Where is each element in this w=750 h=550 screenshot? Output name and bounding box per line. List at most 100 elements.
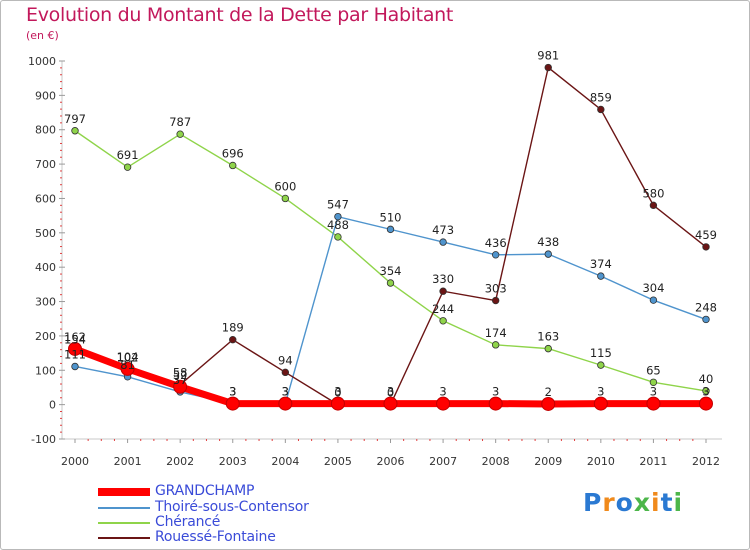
data-point-cherance bbox=[439, 317, 447, 325]
data-label-thoire-sous-contensor: 111 bbox=[64, 347, 86, 361]
x-tick-label: 2012 bbox=[692, 455, 720, 468]
data-label-rouesse-fontaine: 154 bbox=[64, 333, 86, 347]
data-point-cherance bbox=[386, 279, 395, 287]
data-label-thoire-sous-contensor: 248 bbox=[695, 300, 717, 314]
data-label-cherance: 488 bbox=[327, 218, 349, 232]
data-label-rouesse-fontaine: 0 bbox=[334, 386, 341, 400]
data-label-cherance: 40 bbox=[699, 372, 714, 386]
data-point-thoire-sous-contensor bbox=[386, 225, 395, 234]
data-point-thoire-sous-contensor bbox=[71, 362, 79, 371]
data-point-cherance bbox=[649, 378, 658, 386]
data-label-cherance: 797 bbox=[64, 112, 86, 126]
data-label-rouesse-fontaine: 58 bbox=[173, 366, 188, 380]
data-label-thoire-sous-contensor: 3 bbox=[229, 385, 236, 399]
data-label-cherance: 244 bbox=[432, 302, 454, 316]
data-label-rouesse-fontaine: 0 bbox=[387, 386, 394, 400]
data-label-cherance: 65 bbox=[646, 363, 661, 377]
logo-letter: x bbox=[633, 488, 651, 517]
data-point-thoire-sous-contensor bbox=[702, 315, 710, 324]
data-label-rouesse-fontaine: 330 bbox=[432, 272, 454, 286]
data-label-grandchamp: 3 bbox=[439, 385, 446, 399]
data-point-grandchamp bbox=[278, 396, 293, 411]
logo-letter: r bbox=[602, 488, 616, 517]
data-label-cherance: 115 bbox=[590, 346, 612, 360]
data-label-cherance: 600 bbox=[274, 179, 296, 193]
data-point-cherance bbox=[544, 344, 552, 353]
data-labels: 797 691 787 696 600 488 354 244 174 163 115 65 40 111… bbox=[64, 49, 717, 400]
data-label-grandchamp: 2 bbox=[545, 385, 552, 399]
logo-letter: t bbox=[660, 488, 674, 517]
data-label-thoire-sous-contensor: 436 bbox=[485, 236, 507, 250]
data-point-grandchamp bbox=[225, 396, 240, 411]
x-tick-label: 2000 bbox=[61, 455, 89, 468]
data-label-grandchamp: 3 bbox=[387, 385, 394, 399]
data-label-grandchamp: 3 bbox=[597, 385, 604, 399]
y-tick-label: 300 bbox=[35, 296, 56, 309]
data-point-rouesse-fontaine bbox=[544, 63, 552, 72]
data-point-grandchamp bbox=[488, 396, 503, 411]
series-line-thoire-sous-contensor bbox=[74, 215, 707, 405]
data-point-grandchamp bbox=[383, 396, 398, 411]
data-label-grandchamp: 3 bbox=[229, 385, 236, 399]
data-point-rouesse-fontaine bbox=[491, 296, 500, 305]
x-tick-label: 2003 bbox=[219, 455, 247, 468]
data-point-grandchamp bbox=[330, 396, 345, 411]
x-tick-label: 2008 bbox=[482, 455, 510, 468]
data-point-rouesse-fontaine bbox=[229, 335, 237, 344]
data-label-grandchamp: 162 bbox=[64, 330, 86, 344]
data-point-cherance bbox=[281, 194, 290, 203]
legend-swatch-cherance bbox=[98, 522, 150, 524]
data-point-rouesse-fontaine bbox=[281, 368, 290, 377]
series-grandchamp bbox=[68, 341, 713, 411]
y-tick-label: 800 bbox=[35, 124, 56, 137]
data-point-thoire-sous-contensor bbox=[439, 238, 447, 246]
data-label-cherance: 696 bbox=[222, 146, 244, 160]
x-tick-label: 2005 bbox=[324, 455, 352, 468]
data-label-thoire-sous-contensor: 81 bbox=[120, 358, 135, 372]
legend-label-cherance: Chérancé bbox=[155, 514, 221, 530]
x-tick-label: 2011 bbox=[639, 455, 667, 468]
axes: -100010020030040050060070080090010002000… bbox=[28, 55, 722, 468]
data-label-thoire-sous-contensor: 547 bbox=[327, 198, 349, 212]
y-tick-label: 700 bbox=[35, 158, 56, 171]
data-label-cherance: 174 bbox=[485, 326, 507, 340]
data-point-grandchamp bbox=[173, 379, 188, 394]
data-label-rouesse-fontaine: 303 bbox=[485, 282, 507, 296]
data-label-thoire-sous-contensor: 374 bbox=[590, 257, 612, 271]
x-tick-label: 2007 bbox=[429, 455, 457, 468]
data-point-rouesse-fontaine bbox=[439, 287, 447, 295]
y-tick-label: 900 bbox=[35, 89, 56, 102]
data-point-thoire-sous-contensor bbox=[597, 272, 605, 280]
data-label-cherance: 787 bbox=[169, 115, 191, 129]
data-label-grandchamp: 3 bbox=[334, 385, 341, 399]
legend-swatch-rouesse bbox=[98, 537, 150, 539]
y-tick-label: -100 bbox=[31, 433, 56, 446]
data-label-thoire-sous-contensor: 438 bbox=[537, 235, 559, 249]
data-point-thoire-sous-contensor bbox=[649, 296, 658, 304]
logo-letter: P bbox=[583, 488, 603, 517]
data-point-rouesse-fontaine bbox=[702, 243, 710, 251]
data-label-rouesse-fontaine: 94 bbox=[278, 353, 293, 367]
data-point-grandchamp bbox=[541, 396, 556, 411]
data-label-thoire-sous-contensor: 473 bbox=[432, 223, 454, 237]
y-tick-label: 0 bbox=[49, 399, 56, 412]
y-tick-label: 1000 bbox=[28, 55, 56, 68]
legend-label-thoire: Thoiré-sous-Contensor bbox=[155, 499, 309, 515]
chart-title: Evolution du Montant de la Dette par Hab… bbox=[26, 4, 454, 26]
series-thoire-sous-contensor bbox=[71, 212, 710, 408]
data-point-grandchamp bbox=[699, 396, 713, 411]
data-point-rouesse-fontaine bbox=[597, 105, 605, 114]
x-tick-label: 2004 bbox=[271, 455, 299, 468]
legend-label-rouesse: Rouessé-Fontaine bbox=[155, 529, 276, 545]
data-label-grandchamp: 3 bbox=[702, 385, 709, 399]
x-tick-label: 2006 bbox=[377, 455, 405, 468]
y-tick-label: 400 bbox=[35, 261, 56, 274]
data-label-thoire-sous-contensor: 304 bbox=[642, 281, 664, 295]
x-tick-label: 2001 bbox=[114, 455, 142, 468]
data-label-rouesse-fontaine: 981 bbox=[537, 49, 559, 63]
series-layer bbox=[68, 63, 713, 411]
data-label-grandchamp: 104 bbox=[117, 350, 139, 364]
proxiti-logo: Proxiti bbox=[583, 488, 683, 517]
logo-letter: o bbox=[615, 488, 634, 517]
